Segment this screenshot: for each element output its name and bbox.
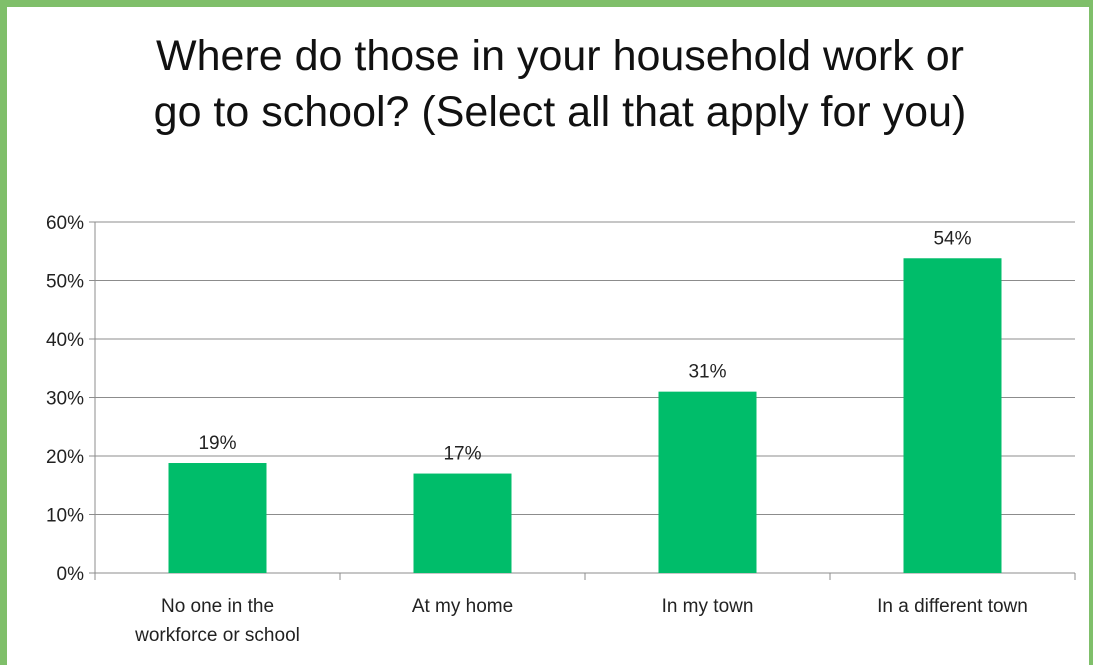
y-tick-label: 60% <box>46 213 84 234</box>
x-tick-label: At my home <box>412 596 513 617</box>
bar <box>413 473 512 573</box>
x-tick-label: In a different town <box>877 596 1028 617</box>
bar <box>168 463 267 573</box>
y-tick-label: 10% <box>46 506 84 527</box>
x-tick-label: No one in the <box>161 596 274 617</box>
y-tick-label: 40% <box>46 330 84 351</box>
y-tick-label: 50% <box>46 272 84 293</box>
y-tick-label: 20% <box>46 447 84 468</box>
chart-title: Where do those in your household work or… <box>153 32 967 136</box>
y-tick-label: 0% <box>57 564 85 585</box>
data-label: 54% <box>933 228 971 249</box>
bar <box>658 391 757 573</box>
data-label: 19% <box>198 433 236 454</box>
data-label: 17% <box>443 444 481 465</box>
x-tick-label: workforce or school <box>134 625 300 646</box>
bar <box>903 258 1002 573</box>
y-tick-label: 30% <box>46 389 84 410</box>
x-tick-label: In my town <box>662 596 754 617</box>
data-label: 31% <box>688 362 726 383</box>
